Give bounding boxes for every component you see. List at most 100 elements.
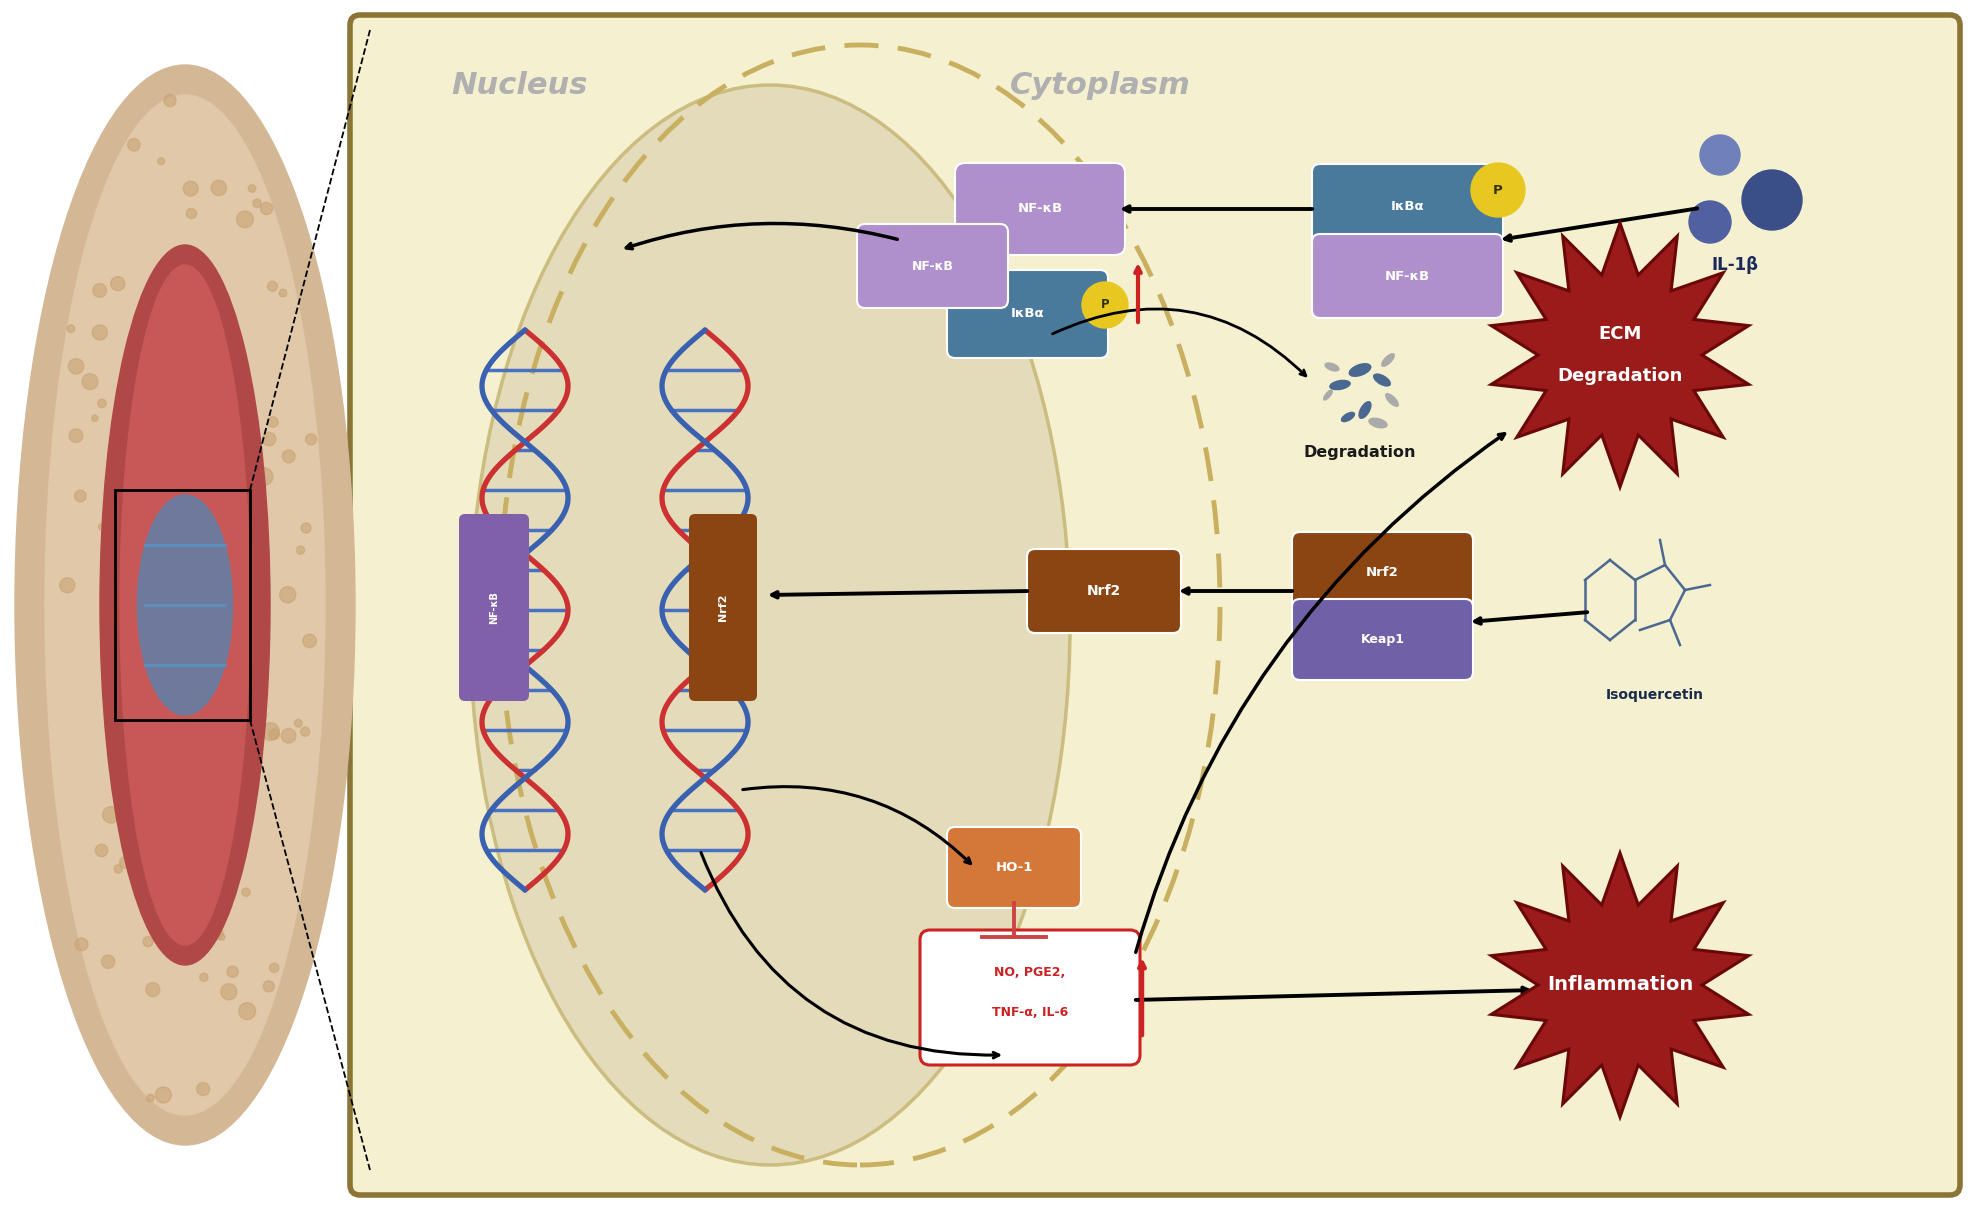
- Circle shape: [171, 551, 181, 560]
- Circle shape: [197, 1083, 210, 1095]
- Circle shape: [218, 347, 226, 355]
- Text: P: P: [1102, 299, 1110, 311]
- Circle shape: [268, 282, 278, 292]
- Circle shape: [191, 716, 202, 730]
- Circle shape: [306, 433, 318, 445]
- Ellipse shape: [137, 495, 232, 715]
- Text: P: P: [1493, 184, 1503, 196]
- Ellipse shape: [1368, 417, 1388, 428]
- Circle shape: [280, 587, 296, 603]
- Circle shape: [212, 928, 222, 939]
- Ellipse shape: [1330, 380, 1352, 391]
- Circle shape: [97, 399, 105, 408]
- FancyBboxPatch shape: [1312, 234, 1503, 318]
- Circle shape: [119, 857, 131, 868]
- Circle shape: [167, 338, 175, 346]
- Text: Nucleus: Nucleus: [453, 70, 588, 99]
- Circle shape: [214, 584, 226, 597]
- Text: Nrf2: Nrf2: [1366, 566, 1399, 580]
- Circle shape: [189, 588, 204, 605]
- Circle shape: [113, 865, 123, 874]
- Circle shape: [200, 973, 208, 981]
- Ellipse shape: [1374, 374, 1391, 387]
- Circle shape: [1689, 201, 1731, 243]
- Circle shape: [147, 695, 157, 703]
- Circle shape: [242, 888, 250, 897]
- Ellipse shape: [1348, 363, 1372, 378]
- Circle shape: [204, 407, 214, 417]
- Text: NF-κB: NF-κB: [1018, 202, 1062, 215]
- Circle shape: [111, 277, 125, 290]
- Circle shape: [1471, 163, 1524, 217]
- Circle shape: [135, 646, 143, 653]
- Circle shape: [183, 318, 199, 335]
- Circle shape: [187, 208, 197, 219]
- FancyBboxPatch shape: [1026, 549, 1181, 633]
- Ellipse shape: [16, 65, 355, 1145]
- Text: Degradation: Degradation: [1558, 367, 1683, 385]
- Circle shape: [214, 288, 224, 298]
- Circle shape: [260, 634, 270, 644]
- Circle shape: [137, 793, 145, 800]
- Circle shape: [75, 490, 85, 502]
- Ellipse shape: [1324, 362, 1340, 371]
- Circle shape: [198, 674, 214, 690]
- Circle shape: [95, 845, 107, 857]
- Circle shape: [69, 430, 83, 443]
- Polygon shape: [1491, 223, 1749, 486]
- Circle shape: [145, 983, 159, 997]
- Circle shape: [282, 728, 296, 743]
- Circle shape: [280, 289, 286, 296]
- Circle shape: [240, 658, 250, 668]
- Circle shape: [236, 211, 254, 227]
- Text: HO-1: HO-1: [994, 862, 1032, 874]
- Circle shape: [248, 517, 258, 526]
- Ellipse shape: [1358, 401, 1372, 419]
- FancyBboxPatch shape: [1292, 599, 1473, 680]
- Circle shape: [151, 786, 159, 795]
- Circle shape: [218, 934, 224, 940]
- Text: ECM: ECM: [1598, 325, 1642, 342]
- Text: NF-κB: NF-κB: [911, 259, 953, 272]
- Text: Isoquercetin: Isoquercetin: [1606, 688, 1703, 702]
- Circle shape: [198, 453, 212, 466]
- Circle shape: [270, 963, 278, 973]
- Circle shape: [262, 432, 276, 445]
- FancyBboxPatch shape: [947, 270, 1108, 358]
- Circle shape: [181, 632, 198, 649]
- Circle shape: [206, 433, 216, 443]
- Text: NF-κB: NF-κB: [488, 590, 498, 624]
- Circle shape: [183, 182, 199, 196]
- Circle shape: [234, 460, 252, 478]
- Circle shape: [165, 94, 177, 106]
- FancyBboxPatch shape: [1312, 165, 1503, 248]
- Circle shape: [81, 374, 97, 390]
- Ellipse shape: [1322, 390, 1334, 401]
- FancyBboxPatch shape: [955, 163, 1125, 255]
- Circle shape: [67, 358, 83, 374]
- Circle shape: [67, 324, 75, 333]
- Circle shape: [268, 417, 278, 427]
- Circle shape: [262, 722, 280, 741]
- Circle shape: [111, 704, 119, 711]
- Circle shape: [145, 499, 151, 506]
- Text: Inflammation: Inflammation: [1546, 975, 1693, 995]
- Circle shape: [127, 138, 141, 151]
- Text: Nrf2: Nrf2: [1088, 584, 1122, 598]
- Circle shape: [169, 437, 177, 444]
- Circle shape: [248, 185, 256, 192]
- Circle shape: [222, 806, 240, 823]
- Circle shape: [300, 727, 310, 736]
- Circle shape: [91, 325, 107, 340]
- Circle shape: [153, 319, 169, 335]
- Circle shape: [1743, 169, 1802, 230]
- Ellipse shape: [119, 265, 250, 945]
- Circle shape: [226, 966, 238, 978]
- Circle shape: [270, 730, 280, 739]
- Circle shape: [202, 488, 216, 501]
- Circle shape: [210, 180, 226, 196]
- Circle shape: [115, 800, 131, 817]
- Text: IκBα: IκBα: [1010, 307, 1044, 321]
- Circle shape: [91, 415, 97, 421]
- Text: IL-1β: IL-1β: [1711, 257, 1759, 273]
